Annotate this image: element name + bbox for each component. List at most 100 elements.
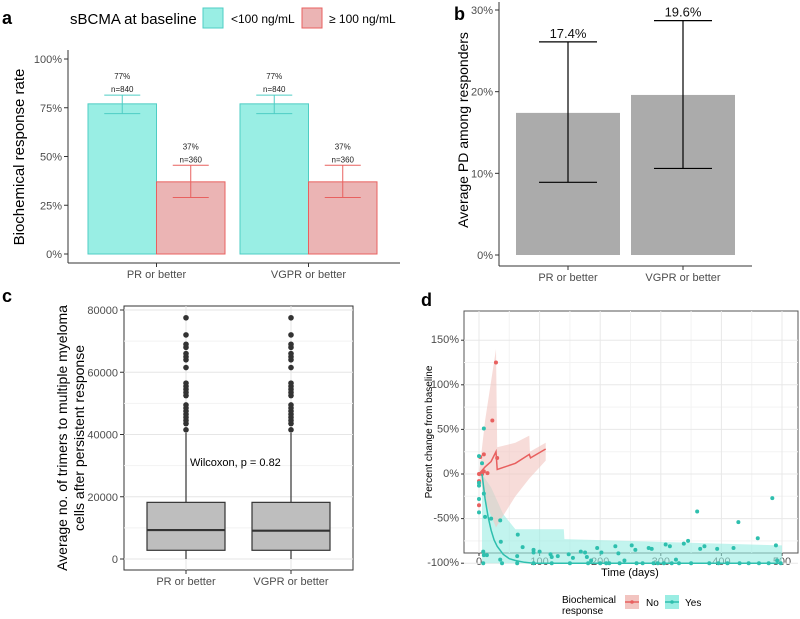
data-point-yes [477,483,481,488]
outlier-point-c [183,427,189,433]
x-tick-label-b: VGPR or better [645,272,721,284]
x-tick-label-d: 0 [476,556,482,568]
data-point-yes [477,496,481,501]
y-tick-label-d: 0% [443,468,459,480]
data-point-yes [480,461,485,466]
data-point-yes [649,546,654,551]
y-tick-label-b: 0% [477,250,493,262]
outlier-point-c [288,427,294,433]
fit-line-no [478,448,547,475]
data-point-yes [755,536,760,541]
y-tick-label-a: 75% [40,103,62,115]
outlier-point-c [183,402,189,408]
outlier-point-c [183,341,189,348]
legend-label-high: ≥ 100 ng/mL [329,12,396,26]
outlier-point-c [288,402,294,408]
bar-n-label-a: n=360 [180,155,203,164]
data-point-yes [695,509,700,514]
data-point-no [477,503,481,508]
outlier-point-c [288,314,294,321]
data-point-yes [520,545,525,550]
legend-title-a: sBCMA at baseline [70,11,197,28]
legend-point-yes [670,600,674,604]
y-tick-label-c: 60000 [87,367,118,379]
y-tick-label-a: 100% [34,54,62,66]
data-point-no [493,360,498,365]
legend-swatch-high [301,7,323,29]
data-point-yes [633,547,638,552]
confidence-ribbon-yes [482,474,782,564]
outlier-point-c [183,364,189,371]
data-point-yes [500,561,505,566]
chart-marks: 0% 25% 50% 75% 100% PR or better 77% n=840 37% n=… [34,2,799,588]
legend-swatch-low [202,7,224,29]
y-axis-label-c-line2: cells after persistent response [71,345,87,531]
data-point-yes [583,550,588,555]
data-point-yes [616,551,621,556]
y-tick-label-c: 20000 [87,492,118,504]
legend-label-yes: Yes [685,598,701,609]
x-tick-label-c: VGPR or better [253,576,329,588]
data-point-yes [681,541,686,546]
bar-a [87,103,157,255]
y-tick-label-c: 0 [112,554,118,566]
y-tick-label-a: 25% [40,200,62,212]
bar-n-label-a: n=840 [111,85,134,94]
data-point-yes [578,549,583,554]
panel-label-d: d [421,290,432,310]
data-point-yes [566,552,571,557]
bar-n-label-a: n=840 [263,85,286,94]
data-point-yes [595,546,600,551]
y-axis-label-b: Average PD among responders [455,32,471,228]
outlier-point-c [183,380,189,386]
legend-label-no: No [646,598,659,609]
outlier-point-c [288,332,294,338]
data-point-yes [673,557,678,562]
data-point-yes [570,555,575,560]
data-point-yes [537,549,542,554]
data-point-yes [770,496,775,501]
bar-label-a: 37% [183,142,199,151]
data-point-yes [736,520,741,525]
data-point-yes [584,554,589,559]
outlier-point-c [183,332,189,338]
data-point-yes [731,546,736,551]
y-axis-label-a: Biochemical response rate [11,69,28,246]
data-point-yes [686,538,691,543]
wilcoxon-annotation: Wilcoxon, p = 0.82 [190,457,281,469]
y-tick-label-b: 10% [471,168,493,180]
x-tick-label-a: VGPR or better [271,269,347,281]
outlier-point-c [288,350,294,357]
data-point-no [490,418,495,423]
data-point-yes [481,426,486,431]
data-point-yes [702,544,707,549]
bar-value-label-b: 19.6% [665,5,702,20]
y-axis-label-d: Percent change from baseline [424,365,435,498]
data-point-yes [481,553,486,558]
y-tick-label-d: 100% [431,379,459,391]
outlier-point-c [288,341,294,348]
data-point-yes [663,542,668,547]
x-tick-label-b: PR or better [538,272,598,284]
y-tick-label-d: -100% [427,557,459,569]
box-c [251,501,331,551]
data-point-yes [498,518,503,523]
data-point-yes [773,543,778,548]
y-tick-label-c: 40000 [87,430,118,442]
data-point-yes [775,558,780,563]
data-point-yes [484,553,489,558]
box-c [146,501,226,551]
data-point-yes [549,554,554,559]
y-tick-label-b: 20% [471,87,493,99]
y-tick-label-d: 50% [437,423,459,435]
data-point-yes [477,454,481,459]
x-tick-label-a: PR or better [127,269,187,281]
x-axis-label-d: Time (days) [601,567,659,579]
y-axis-label-c-line1: Average no. of trimers to multiple myelo… [54,305,70,571]
outlier-point-c [288,364,294,371]
data-point-yes [477,510,481,515]
data-point-yes [483,514,488,519]
data-point-yes [531,550,536,555]
data-point-yes [599,550,604,555]
